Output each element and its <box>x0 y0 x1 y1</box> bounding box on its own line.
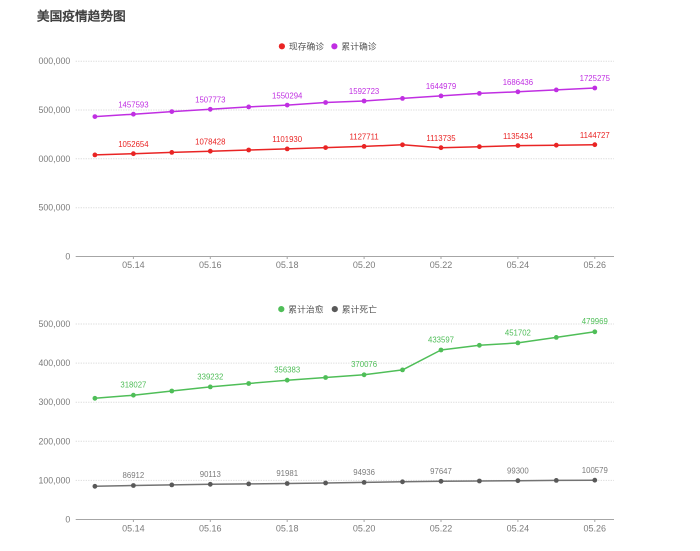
svg-text:1127711: 1127711 <box>349 133 378 142</box>
svg-text:现存确诊: 现存确诊 <box>289 41 324 52</box>
svg-text:累计确诊: 累计确诊 <box>341 41 376 52</box>
svg-text:美国疫情趋势图: 美国疫情趋势图 <box>37 9 126 24</box>
svg-text:000,000: 000,000 <box>38 56 70 66</box>
svg-text:05.18: 05.18 <box>276 260 299 270</box>
svg-text:433597: 433597 <box>428 335 454 344</box>
svg-text:100579: 100579 <box>582 466 608 475</box>
svg-text:0: 0 <box>65 515 70 525</box>
svg-text:05.18: 05.18 <box>276 524 299 534</box>
svg-text:1113735: 1113735 <box>426 134 456 143</box>
svg-text:累计治愈: 累计治愈 <box>288 303 323 314</box>
svg-text:1457593: 1457593 <box>118 100 148 109</box>
svg-text:1507773: 1507773 <box>195 96 225 105</box>
svg-text:1725275: 1725275 <box>580 74 611 83</box>
svg-text:1644979: 1644979 <box>426 82 456 91</box>
svg-text:400,000: 400,000 <box>38 358 70 368</box>
svg-text:05.16: 05.16 <box>199 524 222 534</box>
svg-text:500,000: 500,000 <box>38 319 70 329</box>
svg-text:90113: 90113 <box>200 470 221 479</box>
svg-text:累计死亡: 累计死亡 <box>342 303 377 314</box>
svg-text:1144727: 1144727 <box>580 131 610 140</box>
svg-text:1101930: 1101930 <box>272 135 302 144</box>
svg-text:05.14: 05.14 <box>122 260 145 270</box>
svg-text:451702: 451702 <box>505 328 531 337</box>
svg-text:1078428: 1078428 <box>195 137 225 146</box>
svg-text:99300: 99300 <box>507 466 529 475</box>
svg-text:05.26: 05.26 <box>584 260 607 270</box>
svg-text:05.24: 05.24 <box>507 260 530 270</box>
svg-text:1135434: 1135434 <box>503 132 533 141</box>
svg-text:05.14: 05.14 <box>122 524 145 534</box>
svg-text:200,000: 200,000 <box>38 436 70 446</box>
svg-text:94936: 94936 <box>353 468 375 477</box>
svg-text:05.26: 05.26 <box>584 524 607 534</box>
svg-text:97647: 97647 <box>430 467 452 476</box>
svg-text:000,000: 000,000 <box>38 154 70 164</box>
svg-text:05.22: 05.22 <box>430 524 453 534</box>
svg-text:86912: 86912 <box>123 471 145 480</box>
svg-text:356383: 356383 <box>274 366 300 375</box>
svg-text:1592723: 1592723 <box>349 87 379 96</box>
svg-text:318027: 318027 <box>120 381 146 390</box>
svg-text:1550294: 1550294 <box>272 91 303 100</box>
svg-text:300,000: 300,000 <box>38 397 70 407</box>
svg-text:500,000: 500,000 <box>38 105 70 115</box>
svg-text:0: 0 <box>65 252 70 262</box>
svg-text:91981: 91981 <box>276 469 298 478</box>
svg-text:05.20: 05.20 <box>353 260 376 270</box>
svg-text:05.16: 05.16 <box>199 260 222 270</box>
svg-text:370076: 370076 <box>351 360 377 369</box>
svg-text:1052654: 1052654 <box>118 140 149 149</box>
svg-text:479969: 479969 <box>582 317 608 326</box>
svg-text:1686436: 1686436 <box>503 78 533 87</box>
svg-text:05.22: 05.22 <box>430 260 453 270</box>
svg-text:05.24: 05.24 <box>507 524 530 534</box>
svg-text:500,000: 500,000 <box>38 203 70 213</box>
svg-text:100,000: 100,000 <box>38 475 70 485</box>
svg-text:339232: 339232 <box>197 372 223 381</box>
svg-text:05.20: 05.20 <box>353 524 376 534</box>
